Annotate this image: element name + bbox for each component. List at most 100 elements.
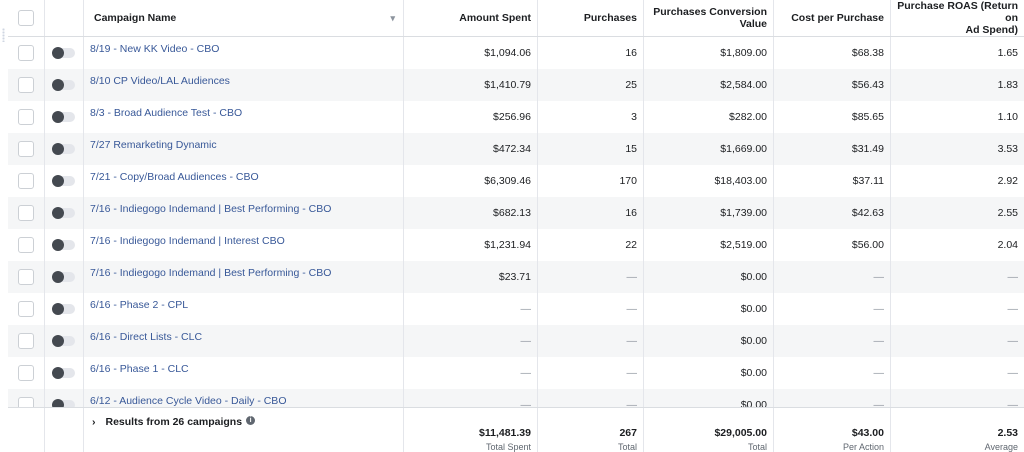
toggle-knob — [52, 175, 64, 187]
toggle-knob — [52, 271, 64, 283]
chevron-down-icon[interactable]: ▾ — [390, 12, 395, 23]
column-header-cost-per-purchase[interactable]: Cost per Purchase — [774, 0, 891, 36]
campaign-toggle[interactable] — [52, 239, 75, 251]
conversion-value-value: $0.00 — [740, 335, 767, 347]
totals-purchases-value: 267 — [619, 427, 637, 439]
toggle-knob — [52, 79, 64, 91]
amount-spent-value: $6,309.46 — [484, 175, 531, 187]
row-checkbox[interactable] — [18, 301, 34, 317]
purchases: 16 — [538, 37, 644, 69]
table-row: 7/21 - Copy/Broad Audiences - CBO $6,309.… — [8, 165, 1024, 197]
totals-label[interactable]: › Results from 26 campaigns i — [84, 408, 404, 452]
conversion-value-value: $18,403.00 — [714, 175, 767, 187]
toggle-knob — [52, 47, 64, 59]
column-header-purchases[interactable]: Purchases — [538, 0, 644, 36]
table-row: 7/16 - Indiegogo Indemand | Best Perform… — [8, 261, 1024, 293]
row-checkbox[interactable] — [18, 141, 34, 157]
amount-spent-value: — — [520, 303, 532, 315]
campaign-toggle[interactable] — [52, 207, 75, 219]
campaign-name-link[interactable]: 6/12 - Audience Cycle Video - Daily - CB… — [90, 395, 287, 407]
campaign-name-link[interactable]: 6/16 - Phase 1 - CLC — [90, 363, 189, 375]
row-checkbox[interactable] — [18, 205, 34, 221]
purchases-value: 22 — [625, 239, 637, 251]
conversion-value: $18,403.00 — [644, 165, 774, 197]
info-icon[interactable]: i — [246, 416, 256, 425]
purchase-roas: 1.83 — [891, 69, 1024, 101]
cost-per-purchase-value: $37.11 — [852, 175, 884, 187]
row-checkbox[interactable] — [18, 77, 34, 93]
toggle-knob — [52, 111, 64, 123]
table-row: 6/16 - Phase 2 - CPL — — $0.00 — — — [8, 293, 1024, 325]
row-checkbox[interactable] — [18, 45, 34, 61]
campaign-name-cell: 6/12 - Audience Cycle Video - Daily - CB… — [84, 389, 404, 421]
chevron-right-icon[interactable]: › — [92, 416, 96, 428]
select-all-checkbox[interactable] — [18, 10, 34, 26]
amount-spent: — — [404, 357, 538, 389]
table-row: 7/27 Remarketing Dynamic $472.34 15 $1,669.… — [8, 133, 1024, 165]
purchases: — — [538, 293, 644, 325]
conversion-value-value: $0.00 — [740, 367, 767, 379]
purchases: 15 — [538, 133, 644, 165]
purchase-roas: 2.92 — [891, 165, 1024, 197]
campaign-name-link[interactable]: 7/16 - Indiegogo Indemand | Best Perform… — [90, 267, 332, 279]
campaign-toggle[interactable] — [52, 143, 75, 155]
campaign-toggle[interactable] — [52, 303, 75, 315]
conversion-value: $282.00 — [644, 101, 774, 133]
column-header-spent[interactable]: Amount Spent — [404, 0, 538, 36]
campaign-name-link[interactable]: 7/27 Remarketing Dynamic — [90, 139, 217, 151]
cost-per-purchase: $31.49 — [774, 133, 891, 165]
cost-per-purchase: — — [774, 325, 891, 357]
purchase-roas-value: 2.04 — [997, 239, 1018, 251]
row-checkbox[interactable] — [18, 237, 34, 253]
row-checkbox-cell — [8, 229, 45, 261]
purchase-roas-value: 2.92 — [997, 175, 1018, 187]
campaign-name-link[interactable]: 6/16 - Phase 2 - CPL — [90, 299, 189, 311]
campaign-name-link[interactable]: 7/16 - Indiegogo Indemand | Best Perform… — [90, 203, 332, 215]
campaign-name-link[interactable]: 7/21 - Copy/Broad Audiences - CBO — [90, 171, 259, 183]
purchase-roas-value: 3.53 — [997, 143, 1018, 155]
campaign-name-link[interactable]: 8/19 - New KK Video - CBO — [90, 43, 220, 55]
purchases-value: 16 — [625, 47, 637, 59]
totals-purchases-label: Total — [617, 442, 637, 452]
row-checkbox-cell — [8, 197, 45, 229]
cost-per-purchase-value: — — [873, 271, 885, 283]
row-checkbox[interactable] — [18, 269, 34, 285]
row-checkbox[interactable] — [18, 333, 34, 349]
campaign-toggle[interactable] — [52, 335, 75, 347]
column-header-name[interactable]: Campaign Name ▾ — [84, 0, 404, 36]
amount-spent: — — [404, 325, 538, 357]
row-toggle-cell — [45, 101, 84, 133]
campaign-name-link[interactable]: 7/16 - Indiegogo Indemand | Interest CBO — [90, 235, 285, 247]
purchases: — — [538, 261, 644, 293]
amount-spent-value: $682.13 — [493, 207, 531, 219]
amount-spent: $6,309.46 — [404, 165, 538, 197]
purchases-value: — — [626, 399, 638, 411]
cost-per-purchase: — — [774, 261, 891, 293]
campaign-toggle[interactable] — [52, 47, 75, 59]
amount-spent-value: — — [520, 335, 532, 347]
campaign-toggle[interactable] — [52, 175, 75, 187]
column-header-conversion-value[interactable]: Purchases Conversion Value — [644, 0, 774, 36]
campaign-name-link[interactable]: 8/10 CP Video/LAL Audiences — [90, 75, 230, 87]
campaign-name-cell: 8/10 CP Video/LAL Audiences — [84, 69, 404, 101]
totals-spent-value: $11,481.39 — [479, 427, 531, 439]
row-checkbox[interactable] — [18, 109, 34, 125]
cost-per-purchase: $56.00 — [774, 229, 891, 261]
campaign-toggle[interactable] — [52, 271, 75, 283]
campaign-name-link[interactable]: 6/16 - Direct Lists - CLC — [90, 331, 203, 343]
row-toggle-cell — [45, 261, 84, 293]
campaign-name-link[interactable]: 8/3 - Broad Audience Test - CBO — [90, 107, 243, 119]
cost-per-purchase-value: — — [873, 303, 885, 315]
column-header-roas[interactable]: Purchase ROAS (Return on Ad Spend) — [891, 0, 1024, 36]
campaign-toggle[interactable] — [52, 367, 75, 379]
conversion-value: $0.00 — [644, 357, 774, 389]
row-checkbox[interactable] — [18, 365, 34, 381]
row-checkbox-cell — [8, 133, 45, 165]
row-checkbox-cell — [8, 69, 45, 101]
row-checkbox[interactable] — [18, 173, 34, 189]
purchases-value: — — [626, 335, 638, 347]
drag-handle-icon[interactable] — [2, 28, 5, 42]
campaign-toggle[interactable] — [52, 111, 75, 123]
campaign-toggle[interactable] — [52, 79, 75, 91]
conversion-value-value: $1,739.00 — [720, 207, 767, 219]
